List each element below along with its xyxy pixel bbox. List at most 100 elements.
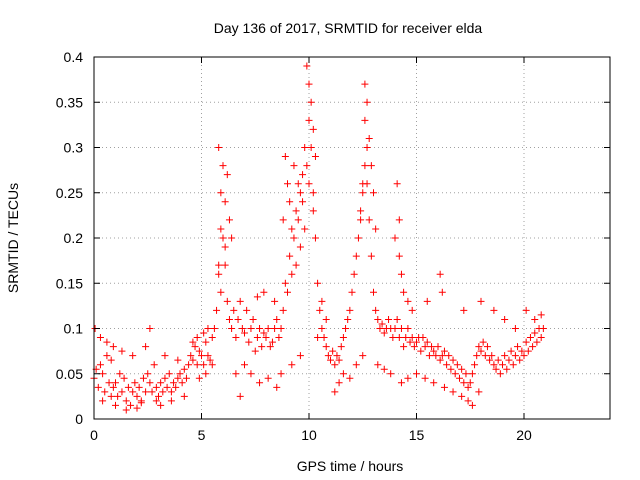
data-point <box>96 361 104 369</box>
data-point <box>189 338 197 346</box>
data-point <box>225 315 233 323</box>
data-point <box>271 297 279 305</box>
data-point <box>105 379 113 387</box>
data-point <box>428 343 436 351</box>
data-point <box>161 374 169 382</box>
data-point <box>122 397 130 405</box>
data-point <box>419 334 427 342</box>
data-point <box>327 356 334 364</box>
data-point <box>406 338 414 346</box>
data-point <box>389 334 397 342</box>
data-point <box>296 352 304 360</box>
data-point <box>518 347 526 355</box>
data-point <box>443 361 451 369</box>
data-point <box>94 383 102 391</box>
data-point <box>393 315 401 323</box>
y-tick-label: 0.15 <box>56 275 83 291</box>
data-point <box>195 374 203 382</box>
data-point <box>331 361 339 369</box>
data-point <box>187 352 195 360</box>
data-point <box>451 370 459 378</box>
data-point <box>432 352 440 360</box>
data-point <box>281 153 289 161</box>
data-point <box>466 379 474 387</box>
data-point <box>178 379 186 387</box>
data-point <box>481 352 489 360</box>
data-point <box>430 379 438 387</box>
data-point <box>241 329 248 337</box>
data-point <box>387 370 395 378</box>
data-point <box>464 397 472 405</box>
data-point <box>301 225 309 233</box>
data-point <box>290 162 298 170</box>
data-point <box>354 234 362 242</box>
data-point <box>503 365 511 373</box>
data-point <box>464 383 472 391</box>
data-point <box>167 397 175 405</box>
data-point <box>236 297 244 305</box>
data-point <box>258 343 266 351</box>
data-point <box>311 153 319 161</box>
data-point <box>146 325 154 332</box>
y-tick-label: 0.35 <box>56 94 83 110</box>
data-point <box>109 343 117 351</box>
data-point <box>331 388 339 396</box>
data-point <box>423 338 431 346</box>
data-point <box>107 356 115 364</box>
data-point <box>294 180 302 188</box>
data-point <box>137 399 145 407</box>
data-point <box>294 216 302 224</box>
data-point <box>217 288 225 296</box>
chart-title: Day 136 of 2017, SRMTID for receiver eld… <box>214 20 483 36</box>
data-point <box>402 334 410 342</box>
data-point <box>425 352 433 360</box>
data-point <box>361 162 369 170</box>
data-point <box>511 325 519 332</box>
data-point <box>501 352 509 360</box>
data-point <box>157 379 165 387</box>
data-point <box>458 392 466 400</box>
x-tick-label: 20 <box>516 427 532 443</box>
data-point <box>299 198 307 206</box>
data-point <box>129 388 137 396</box>
data-point <box>537 311 545 319</box>
data-point <box>264 374 272 382</box>
data-point <box>449 388 457 396</box>
data-point <box>221 261 229 269</box>
data-point <box>307 98 315 106</box>
data-point <box>193 334 201 342</box>
data-point <box>314 279 322 287</box>
data-point <box>262 334 270 342</box>
data-point <box>483 343 491 351</box>
data-point <box>204 325 212 332</box>
data-point <box>421 343 429 351</box>
data-point <box>215 270 223 278</box>
data-point <box>408 306 416 314</box>
data-point <box>367 162 375 170</box>
data-point <box>109 383 117 391</box>
data-point <box>221 198 229 206</box>
data-point <box>221 243 229 251</box>
data-point <box>286 198 294 206</box>
data-point <box>241 361 248 369</box>
data-point <box>260 329 268 337</box>
data-point <box>223 297 231 305</box>
data-point <box>148 388 156 396</box>
data-points <box>90 62 547 414</box>
data-point <box>129 352 137 360</box>
data-point <box>288 270 296 278</box>
data-point <box>471 361 479 369</box>
data-point <box>346 306 354 314</box>
data-point <box>486 356 494 364</box>
y-axis-label: SRMTID / TECUs <box>5 183 21 293</box>
data-point <box>273 383 281 391</box>
data-point <box>316 306 324 314</box>
data-point <box>286 252 294 260</box>
data-point <box>367 252 375 260</box>
data-point <box>436 270 444 278</box>
data-point <box>400 288 408 296</box>
data-point <box>374 361 382 369</box>
data-point <box>511 352 519 360</box>
data-point <box>342 325 350 332</box>
